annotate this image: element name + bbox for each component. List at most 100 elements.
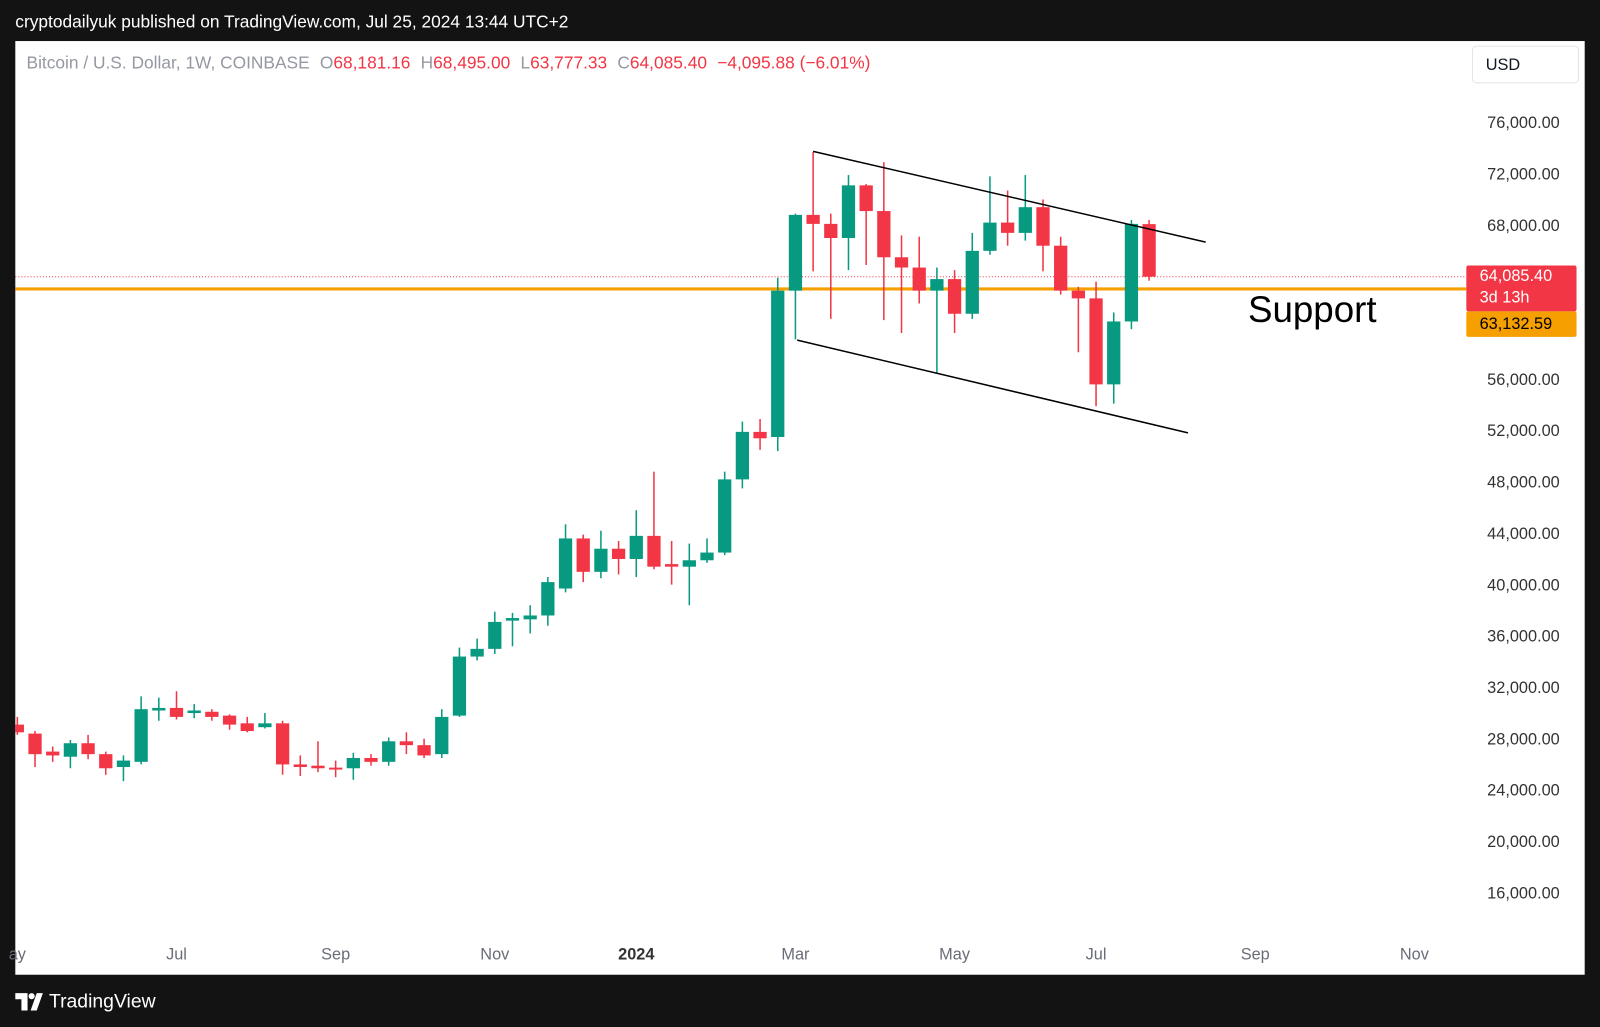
candle-body bbox=[877, 211, 891, 258]
candle-body bbox=[718, 479, 732, 553]
x-tick-label: May bbox=[939, 946, 971, 964]
candle-body bbox=[1124, 223, 1139, 322]
candle-body bbox=[930, 279, 944, 291]
candle-body bbox=[1054, 245, 1068, 291]
candle-body bbox=[293, 764, 307, 767]
y-tick-label: 16,000.00 bbox=[1487, 884, 1560, 902]
y-tick-label: 24,000.00 bbox=[1487, 782, 1560, 800]
candle-body bbox=[46, 751, 60, 756]
candle-body bbox=[364, 757, 378, 762]
price-label: 64,085.40 bbox=[1480, 267, 1553, 285]
currency-label[interactable]: USD bbox=[1486, 56, 1520, 74]
candle-body bbox=[771, 290, 785, 438]
candle-body bbox=[275, 723, 290, 765]
x-tick-label: Sep bbox=[1241, 946, 1270, 964]
y-tick-label: 52,000.00 bbox=[1487, 422, 1560, 440]
brand-logo bbox=[15, 993, 43, 1011]
x-tick-label: Jul bbox=[166, 946, 187, 964]
candle-body bbox=[1071, 290, 1085, 299]
candle-body bbox=[894, 257, 909, 268]
candle-body bbox=[629, 535, 643, 559]
brand: TradingView bbox=[49, 990, 157, 1012]
candle-body bbox=[983, 222, 997, 251]
change: −4,095.88 (−6.01%) bbox=[717, 52, 870, 72]
candle-body bbox=[99, 754, 113, 769]
ohlc-key: L bbox=[520, 52, 530, 72]
author-line: cryptodailyuk published on TradingView.c… bbox=[15, 11, 568, 31]
candle-body bbox=[558, 538, 573, 589]
y-tick-label: 40,000.00 bbox=[1487, 576, 1560, 594]
candle-body bbox=[152, 707, 166, 711]
ohlc-key: H bbox=[421, 52, 434, 72]
candle-body bbox=[222, 715, 237, 725]
candle-body bbox=[169, 707, 184, 717]
symbol: Bitcoin / U.S. Dollar, 1W, COINBASE bbox=[27, 52, 310, 72]
x-tick-label: Nov bbox=[480, 946, 510, 964]
candle-body bbox=[788, 214, 803, 291]
candle-body bbox=[576, 538, 590, 572]
candle-body bbox=[947, 279, 962, 314]
currency-button[interactable] bbox=[1471, 45, 1580, 84]
candle-body bbox=[735, 431, 750, 480]
footer: TradingView bbox=[15, 990, 157, 1012]
candle-body bbox=[1089, 298, 1103, 385]
candle-body bbox=[81, 743, 95, 755]
y-tick-label: 20,000.00 bbox=[1487, 833, 1560, 851]
candle-body bbox=[63, 743, 78, 757]
brand-logo-dot bbox=[28, 993, 35, 1000]
candle-body bbox=[841, 185, 856, 239]
candle-body bbox=[753, 431, 767, 439]
candle-body bbox=[700, 552, 714, 561]
candle-body bbox=[1107, 321, 1121, 385]
candle-body bbox=[1142, 224, 1156, 277]
legend-row: Bitcoin / U.S. Dollar, 1W, COINBASE O68,1… bbox=[27, 52, 871, 72]
ohlc-key: C bbox=[617, 52, 630, 72]
candle-body bbox=[346, 757, 360, 769]
ohlc-key: O bbox=[320, 52, 333, 72]
candle-body bbox=[258, 723, 272, 728]
countdown: 3d 13h bbox=[1480, 288, 1530, 306]
y-tick-label: 36,000.00 bbox=[1487, 628, 1560, 646]
plot-area bbox=[15, 150, 1467, 782]
chart-panel bbox=[15, 41, 1585, 975]
candle-body bbox=[647, 535, 661, 567]
candle-body bbox=[187, 710, 201, 714]
x-tick-label: 2024 bbox=[618, 946, 654, 964]
candle-body bbox=[417, 745, 431, 756]
y-tick-label: 56,000.00 bbox=[1487, 371, 1560, 389]
y-tick-label: 48,000.00 bbox=[1487, 474, 1560, 492]
x-tick-label: ay bbox=[9, 946, 27, 964]
candle-body bbox=[912, 267, 926, 291]
ohlc-value: 63,777.33 bbox=[530, 52, 607, 72]
candle-body bbox=[1036, 207, 1050, 246]
candle-body bbox=[488, 621, 502, 649]
candle-body bbox=[15, 724, 24, 733]
ohlc-value: 68,181.16 bbox=[333, 52, 410, 72]
candle-body bbox=[435, 716, 449, 755]
y-tick-label: 72,000.00 bbox=[1487, 165, 1560, 183]
candle-body bbox=[682, 560, 696, 567]
candle-body bbox=[541, 582, 555, 616]
y-tick-label: 44,000.00 bbox=[1487, 525, 1560, 543]
candle-body bbox=[806, 214, 820, 224]
y-tick-label: 68,000.00 bbox=[1487, 217, 1560, 235]
support-label-box bbox=[1466, 311, 1577, 337]
candle-body bbox=[594, 548, 608, 572]
candle-body bbox=[611, 548, 626, 559]
candle-body bbox=[399, 741, 414, 746]
candle-body bbox=[523, 615, 537, 620]
axes: 76,000.0072,000.0068,000.0064,000.0060,0… bbox=[9, 114, 1577, 964]
y-tick-label: 76,000.00 bbox=[1487, 114, 1560, 132]
candle-body bbox=[382, 741, 396, 762]
candle-body bbox=[824, 223, 838, 239]
x-tick-label: Nov bbox=[1400, 946, 1430, 964]
candle-body bbox=[240, 723, 254, 732]
y-tick-label: 28,000.00 bbox=[1487, 730, 1560, 748]
candle-body bbox=[329, 767, 343, 770]
ohlc-value: 64,085.40 bbox=[630, 52, 707, 72]
candle-body bbox=[311, 765, 325, 769]
candle-body bbox=[665, 564, 679, 567]
x-tick-label: Sep bbox=[321, 946, 350, 964]
